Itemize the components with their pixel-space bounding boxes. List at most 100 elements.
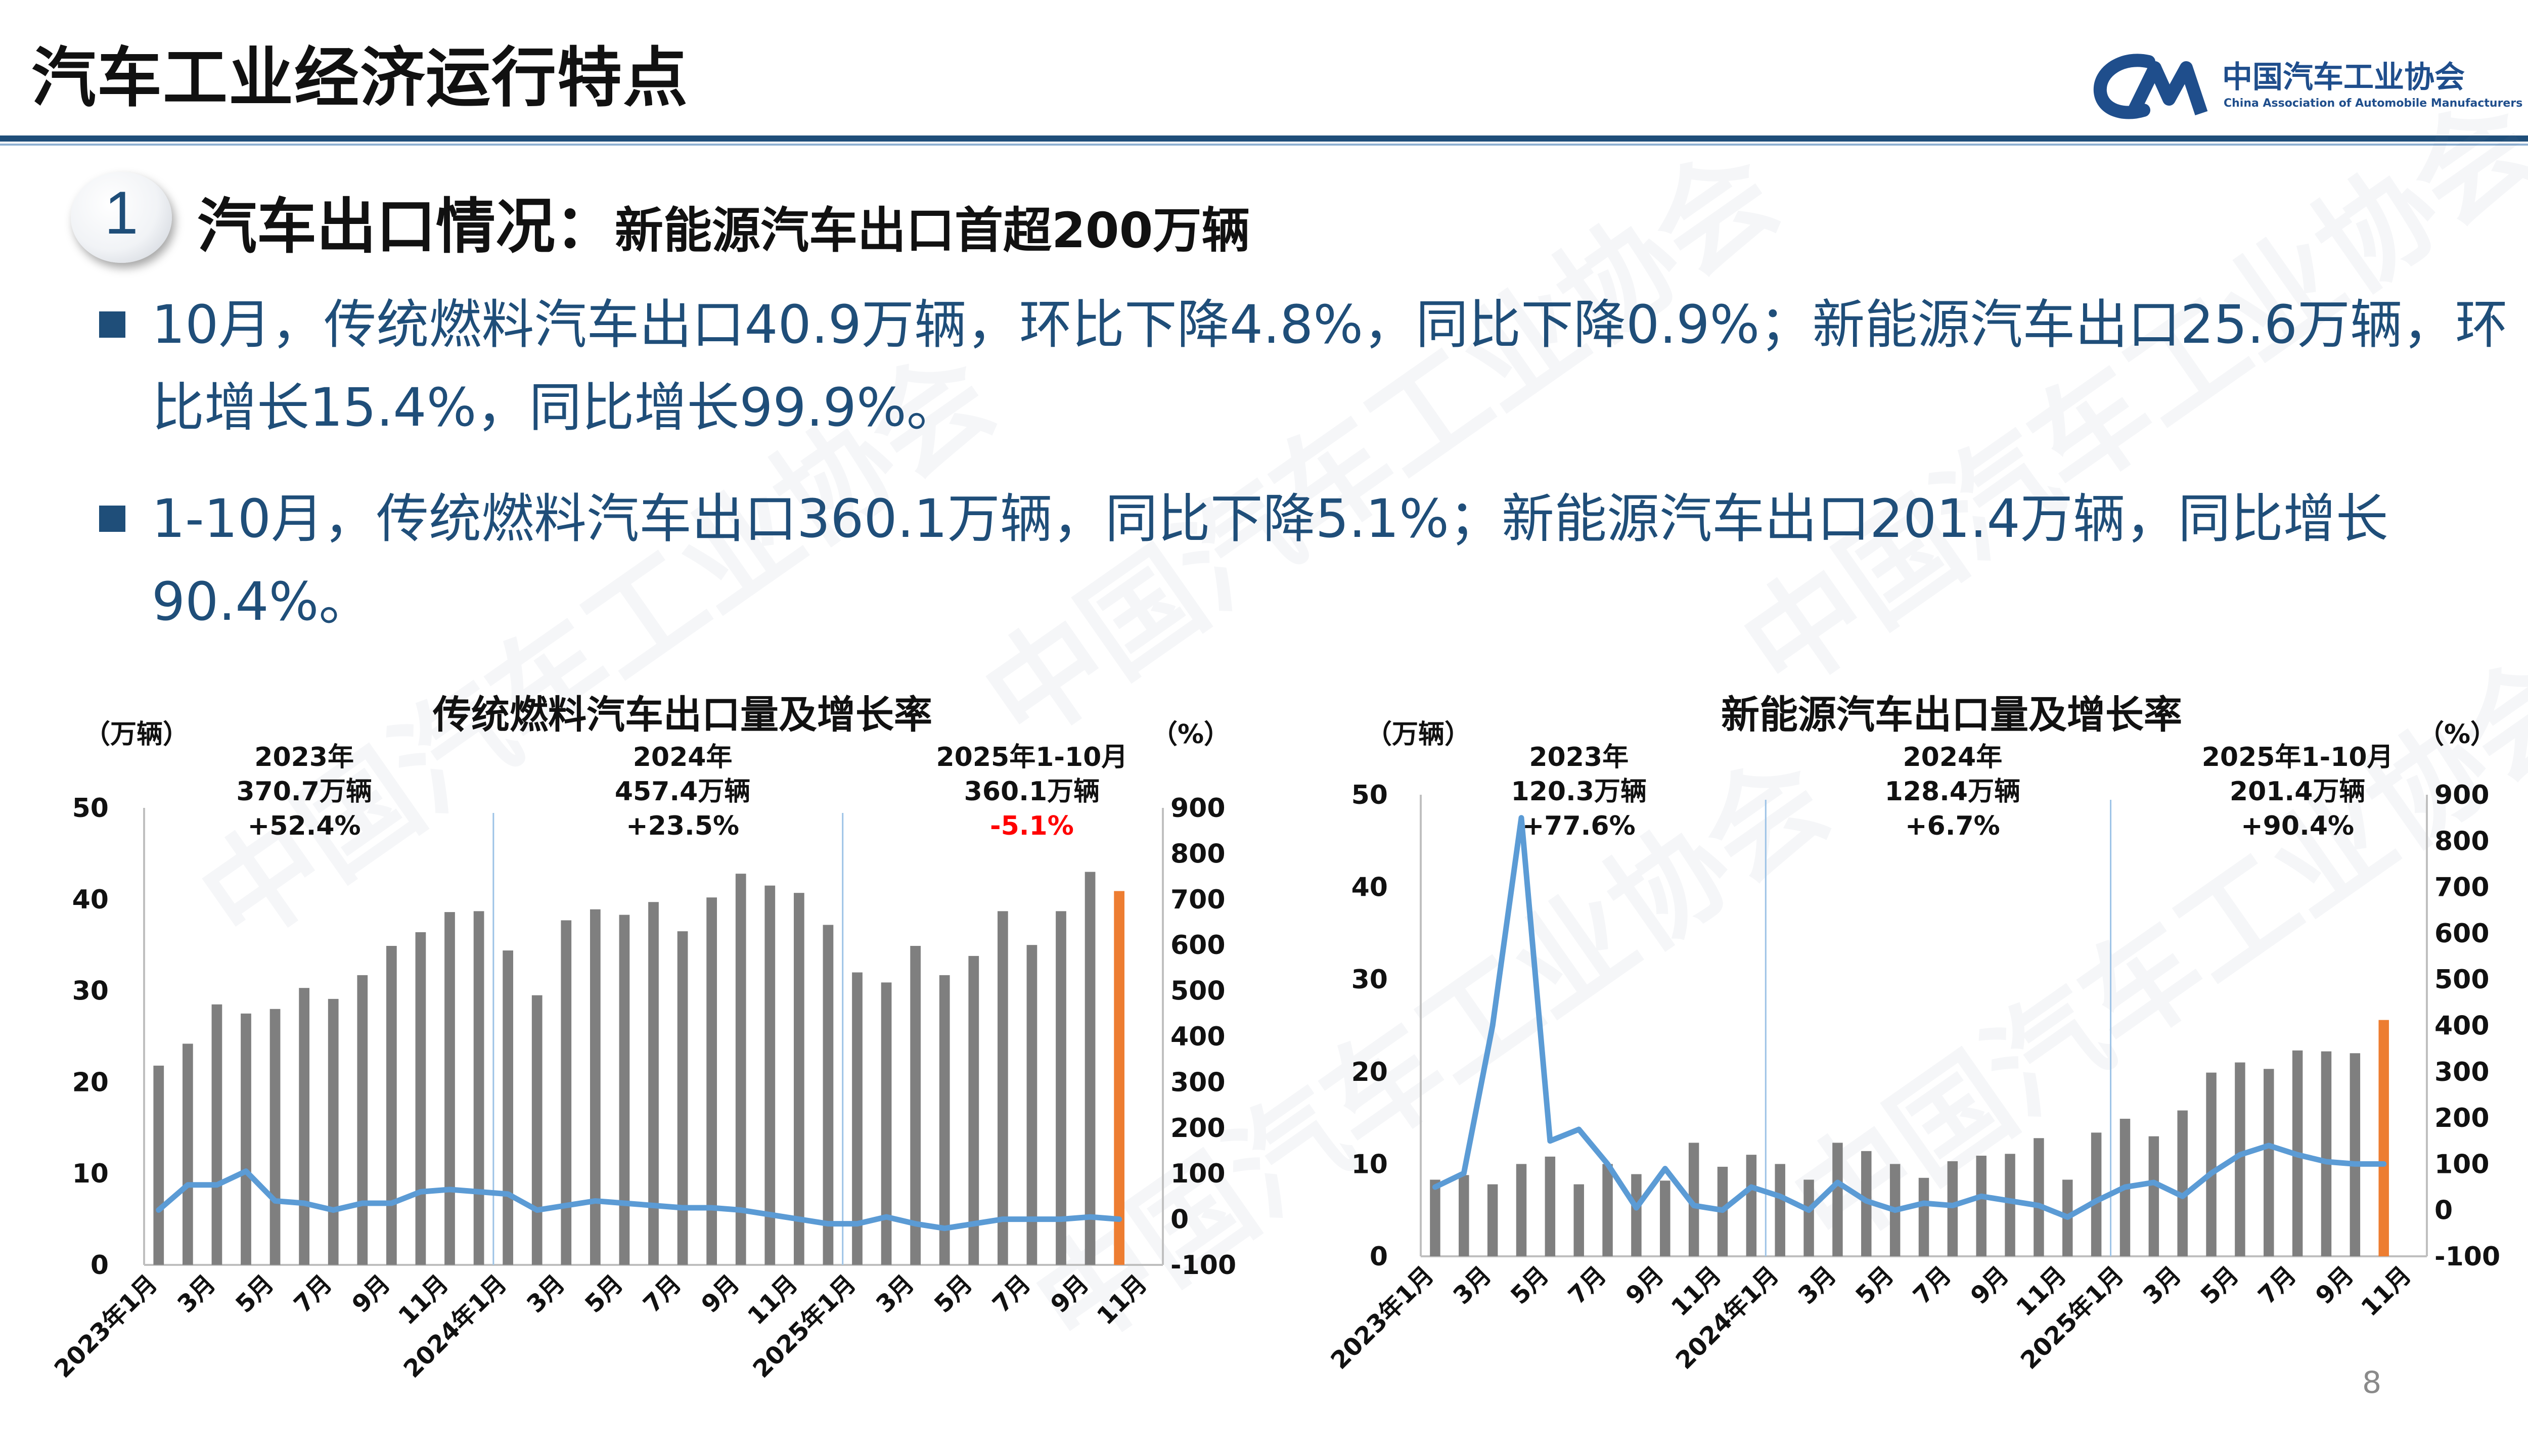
section-title: 汽车出口情况： <box>197 192 615 261</box>
caam-logo-icon <box>2093 54 2208 119</box>
chart-ice-exports: 传统燃料汽车出口量及增长率 （万辆） （%） 0 10 20 30 40 50 -100 0 100 2… <box>0 677 1294 1416</box>
section-number: 1 <box>104 179 139 247</box>
bar <box>2177 1110 2188 1256</box>
annotation-text: 2024年 <box>1903 742 2002 772</box>
bar <box>444 912 455 1265</box>
y2-tick-label: 100 <box>2434 1149 2490 1179</box>
x-tick-label: 11月 <box>1092 1269 1153 1331</box>
bar <box>793 893 804 1265</box>
bar <box>852 972 863 1265</box>
x-tick-label: 7月 <box>1563 1261 1612 1310</box>
y2-tick-label: 500 <box>2434 965 2490 995</box>
x-tick-label: 9月 <box>1045 1269 1094 1318</box>
y-tick-label: 0 <box>91 1250 109 1281</box>
bar-highlight <box>2378 1020 2389 1256</box>
bar <box>1947 1161 1958 1256</box>
bar <box>1430 1179 1440 1256</box>
bar <box>153 1065 164 1265</box>
y2-tick-label: 0 <box>1170 1205 1189 1235</box>
annotation-text: +6.7% <box>1905 811 2000 841</box>
bar <box>706 897 717 1265</box>
x-tick-label: 11月 <box>2356 1261 2417 1322</box>
bar <box>1832 1143 1843 1256</box>
x-tick-label: 2023年1月 <box>49 1269 163 1384</box>
bar <box>1688 1143 1699 1256</box>
bar <box>1573 1184 1584 1256</box>
annotation-text: +77.6% <box>1522 811 1636 841</box>
bar <box>415 932 426 1265</box>
bullet-marker <box>99 311 125 338</box>
y2-tick-label: -100 <box>1170 1250 1236 1281</box>
bar <box>910 946 921 1265</box>
y-tick-label: 50 <box>1351 780 1388 810</box>
bar <box>590 909 601 1265</box>
logo-text-en: China Association of Automobile Manufact… <box>2224 97 2523 110</box>
x-tick-label: 7月 <box>987 1269 1036 1318</box>
x-tick-label: 9月 <box>2310 1261 2359 1310</box>
growth-rate-line <box>156 1168 1122 1232</box>
bar <box>299 988 310 1265</box>
bar <box>211 1004 222 1265</box>
chart-svg: 新能源汽车出口量及增长率 （万辆） （%） 0 10 20 30 40 50 -100 0 100 20… <box>1325 692 2500 1375</box>
x-tick-label: 5月 <box>2195 1261 2244 1310</box>
x-tick-label: 3月 <box>2138 1261 2187 1310</box>
y-tick-label: 30 <box>1351 965 1388 995</box>
y-tick-label: 40 <box>72 885 109 915</box>
annotation-text: -5.1% <box>990 811 1074 841</box>
x-tick-label: 5月 <box>1505 1261 1554 1310</box>
annotation-text: 2025年1-10月 <box>2202 742 2394 772</box>
bar <box>182 1043 193 1265</box>
chart-svg: 传统燃料汽车出口量及增长率 （万辆） （%） 0 10 20 30 40 50 -100 0 100 2… <box>49 692 1236 1384</box>
y2-tick-label: 700 <box>1170 885 1226 915</box>
y2-tick-label: 600 <box>2434 919 2490 949</box>
bar <box>1056 911 1066 1265</box>
bar <box>1631 1174 1642 1256</box>
bar <box>531 995 543 1265</box>
y2-tick-label: 0 <box>2434 1196 2453 1226</box>
annotation-text: 2023年 <box>1529 742 1629 772</box>
y2-tick-label: 200 <box>2434 1103 2490 1133</box>
bar <box>269 1009 281 1265</box>
y-tick-label: 10 <box>1351 1149 1388 1179</box>
y2-tick-label: -100 <box>2434 1242 2500 1272</box>
y2-tick-label: 800 <box>2434 826 2490 856</box>
x-tick-label: 9月 <box>1620 1261 1669 1310</box>
bar <box>2206 1072 2217 1256</box>
y2-tick-label: 600 <box>1170 930 1226 961</box>
bar-highlight <box>1114 891 1125 1265</box>
y-tick-label: 50 <box>72 793 109 824</box>
bar <box>1976 1155 1987 1256</box>
annotation-text: +90.4% <box>2241 811 2354 841</box>
chart-title: 传统燃料汽车出口量及增长率 <box>432 692 932 737</box>
x-tick-label: 3月 <box>172 1269 221 1318</box>
bar <box>1775 1164 1785 1256</box>
y2-tick-label: 100 <box>1170 1159 1226 1189</box>
y2-tick-label: 700 <box>2434 873 2490 903</box>
annotation-text: 457.4万辆 <box>615 777 750 807</box>
bar <box>1487 1184 1498 1256</box>
annotation-text: 120.3万辆 <box>1511 777 1646 807</box>
bar <box>1602 1164 1613 1256</box>
y2-tick-label: 800 <box>1170 839 1226 869</box>
left-axis-unit: （万辆） <box>1366 719 1471 750</box>
x-tick-label: 9月 <box>1965 1261 2014 1310</box>
y2-tick-label: 400 <box>2434 1011 2490 1041</box>
bar <box>1746 1155 1757 1256</box>
x-tick-label: 5月 <box>579 1269 628 1318</box>
header-divider <box>0 135 2528 142</box>
annotation-text: 370.7万辆 <box>236 777 372 807</box>
caam-logo: 中国汽车工业协会 China Association of Automobile… <box>2093 51 2528 121</box>
x-tick-label: 3月 <box>1793 1261 1842 1310</box>
bar <box>1459 1175 1469 1256</box>
bar <box>561 920 572 1265</box>
y-tick-label: 10 <box>72 1159 109 1189</box>
bar <box>386 946 397 1265</box>
annotation-text: 2024年 <box>633 742 733 772</box>
bar <box>241 1013 251 1265</box>
bar <box>997 911 1008 1265</box>
annotation-text: 2023年 <box>254 742 354 772</box>
y2-tick-label: 300 <box>2434 1057 2490 1087</box>
bar <box>2264 1069 2274 1256</box>
slide-title: 汽车工业经济运行特点 <box>31 40 689 116</box>
growth-rate-line <box>1432 815 2387 1220</box>
